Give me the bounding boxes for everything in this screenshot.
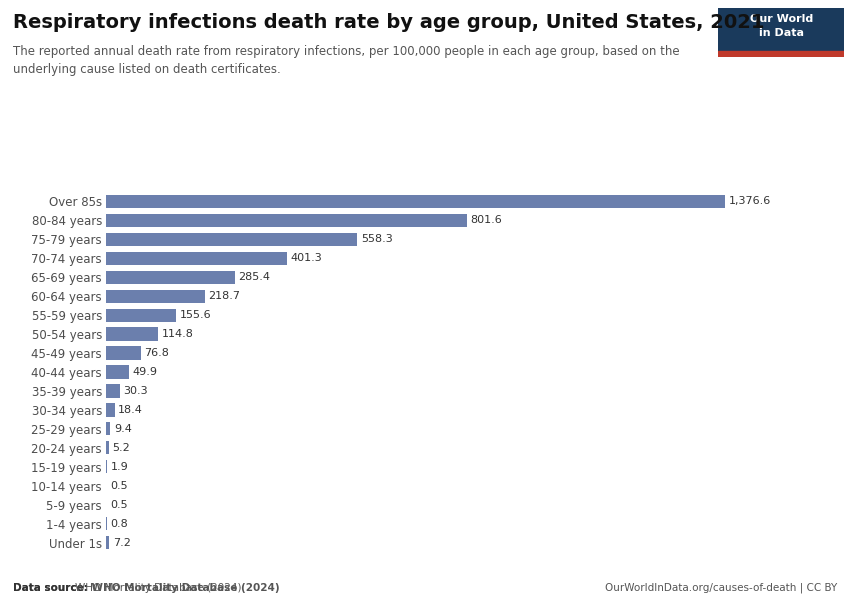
Bar: [106, 385, 120, 398]
Text: 49.9: 49.9: [133, 367, 157, 377]
Text: 285.4: 285.4: [238, 272, 270, 282]
Bar: [106, 271, 235, 284]
Bar: [106, 233, 357, 246]
Text: 9.4: 9.4: [114, 424, 132, 434]
Text: 0.5: 0.5: [110, 481, 128, 491]
Text: WHO Mortality Database (2024): WHO Mortality Database (2024): [75, 583, 241, 593]
Text: 7.2: 7.2: [113, 538, 131, 548]
Text: 30.3: 30.3: [123, 386, 148, 396]
Text: The reported annual death rate from respiratory infections, per 100,000 people i: The reported annual death rate from resp…: [13, 45, 679, 76]
Text: Data source: WHO Mortality Database (2024): Data source: WHO Mortality Database (202…: [13, 583, 280, 593]
Text: Our World
in Data: Our World in Data: [750, 14, 813, 38]
Bar: [106, 214, 467, 227]
Bar: [106, 422, 110, 436]
Bar: [106, 460, 107, 473]
Text: 0.8: 0.8: [110, 518, 128, 529]
Bar: [106, 251, 286, 265]
Bar: [106, 346, 141, 359]
Text: 1.9: 1.9: [110, 462, 128, 472]
Bar: [106, 290, 205, 303]
Bar: [718, 50, 844, 57]
Text: 1,376.6: 1,376.6: [728, 196, 771, 206]
Text: 76.8: 76.8: [144, 348, 169, 358]
Text: 801.6: 801.6: [470, 215, 502, 226]
Text: Respiratory infections death rate by age group, United States, 2021: Respiratory infections death rate by age…: [13, 13, 764, 32]
Text: 558.3: 558.3: [361, 235, 393, 244]
Text: Data source:: Data source:: [13, 583, 91, 593]
Text: 218.7: 218.7: [208, 291, 241, 301]
Bar: [106, 441, 109, 454]
Bar: [106, 195, 725, 208]
Text: 155.6: 155.6: [180, 310, 212, 320]
Bar: [106, 328, 158, 341]
Text: 0.5: 0.5: [110, 500, 128, 509]
Bar: [106, 403, 115, 416]
Text: 401.3: 401.3: [291, 253, 322, 263]
Bar: [106, 536, 110, 549]
Text: 5.2: 5.2: [112, 443, 130, 453]
Text: 114.8: 114.8: [162, 329, 193, 339]
Bar: [106, 365, 128, 379]
Text: 18.4: 18.4: [118, 405, 143, 415]
Bar: [106, 308, 176, 322]
Text: OurWorldInData.org/causes-of-death | CC BY: OurWorldInData.org/causes-of-death | CC …: [605, 582, 837, 593]
